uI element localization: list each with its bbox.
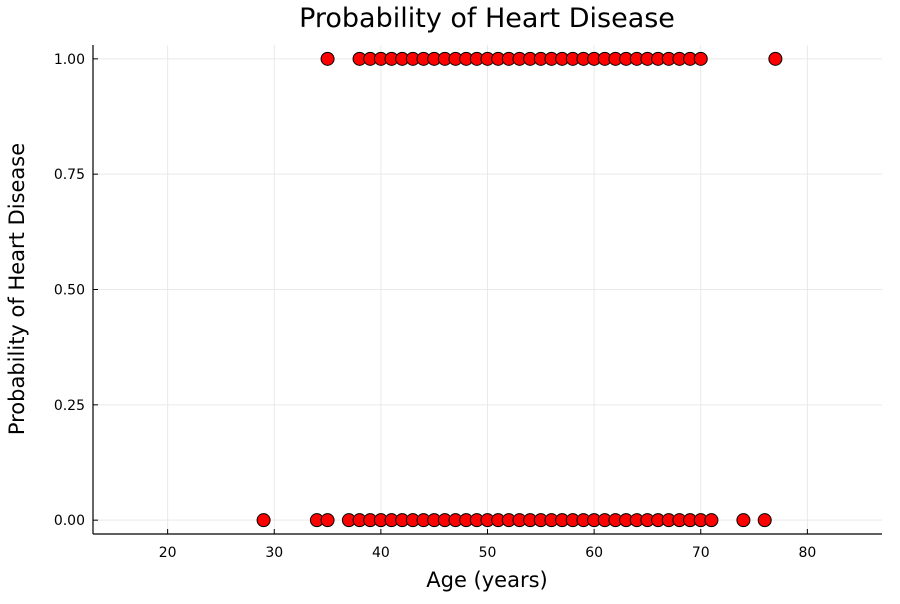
data-point — [320, 51, 335, 66]
x-tick-label: 60 — [585, 545, 603, 561]
x-tick-label: 40 — [372, 545, 390, 561]
x-tick-label: 50 — [479, 545, 497, 561]
tick-labels: 20 30 40 50 60 70 80 0.00 0.25 0.50 0.75 1.00 — [54, 52, 816, 561]
axes — [92, 45, 882, 535]
data-point — [736, 513, 751, 528]
data-point — [256, 513, 271, 528]
data-point — [704, 513, 719, 528]
data-point — [757, 513, 772, 528]
y-tick-label: 0.25 — [54, 398, 85, 414]
y-tick-label: 0.50 — [54, 283, 85, 299]
x-axis-label: Age (years) — [426, 568, 547, 592]
y-tick-label: 1.00 — [54, 52, 85, 68]
y-axis-label: Probability of Heart Disease — [5, 143, 29, 435]
y-tick-label: 0.00 — [54, 513, 85, 529]
chart-title: Probability of Heart Disease — [299, 3, 675, 34]
x-tick-label: 80 — [798, 545, 816, 561]
data-point — [320, 513, 335, 528]
x-tick-label: 20 — [159, 545, 177, 561]
y-tick-label: 0.75 — [54, 167, 85, 183]
grid-lines — [93, 45, 882, 534]
data-point — [693, 51, 708, 66]
data-points — [256, 51, 783, 528]
x-tick-label: 70 — [692, 545, 710, 561]
x-tick-label: 30 — [265, 545, 283, 561]
data-point — [768, 51, 783, 66]
